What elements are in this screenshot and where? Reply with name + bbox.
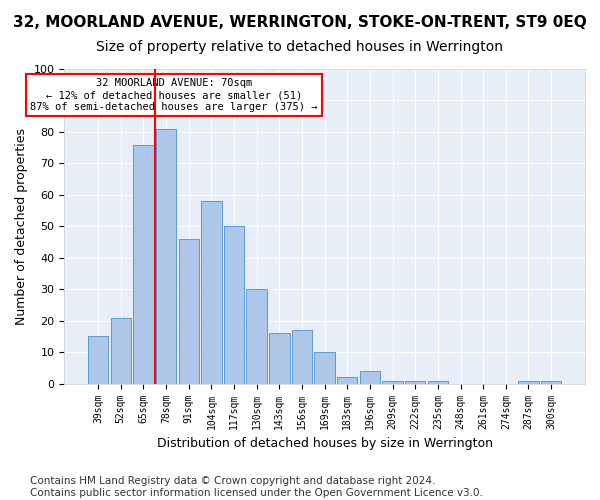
Text: 32 MOORLAND AVENUE: 70sqm
← 12% of detached houses are smaller (51)
87% of semi-: 32 MOORLAND AVENUE: 70sqm ← 12% of detac… (30, 78, 317, 112)
Bar (88, 336, 109, 384)
Text: 32, MOORLAND AVENUE, WERRINGTON, STOKE-ON-TRENT, ST9 0EQ: 32, MOORLAND AVENUE, WERRINGTON, STOKE-O… (13, 15, 587, 30)
Bar (201, 201, 221, 384)
Bar (360, 371, 380, 384)
Bar (224, 226, 244, 384)
Bar (541, 380, 562, 384)
Bar (518, 380, 539, 384)
Bar (337, 378, 358, 384)
Text: Contains HM Land Registry data © Crown copyright and database right 2024.
Contai: Contains HM Land Registry data © Crown c… (30, 476, 483, 498)
Bar (156, 129, 176, 384)
Text: Size of property relative to detached houses in Werrington: Size of property relative to detached ho… (97, 40, 503, 54)
Bar (428, 380, 448, 384)
Bar (382, 380, 403, 384)
Bar (269, 334, 290, 384)
Bar (292, 330, 312, 384)
Bar (405, 380, 425, 384)
X-axis label: Distribution of detached houses by size in Werrington: Distribution of detached houses by size … (157, 437, 493, 450)
Bar (314, 352, 335, 384)
Bar (110, 318, 131, 384)
Y-axis label: Number of detached properties: Number of detached properties (15, 128, 28, 325)
Bar (247, 290, 267, 384)
Bar (179, 239, 199, 384)
Bar (133, 144, 154, 384)
